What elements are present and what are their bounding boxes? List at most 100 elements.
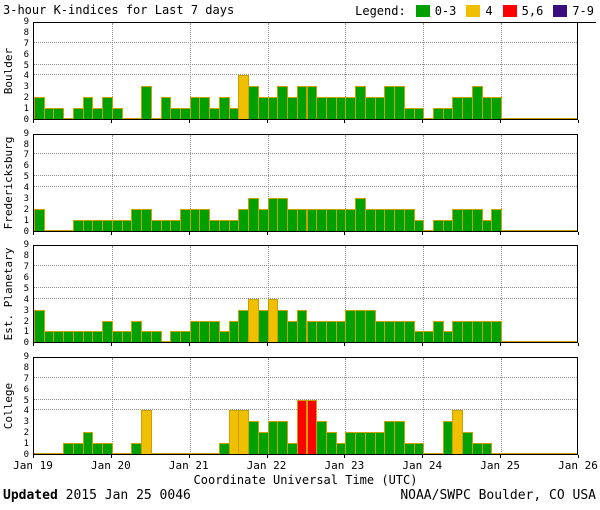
k-index-bar — [413, 443, 425, 454]
gridline-day — [267, 134, 269, 231]
panel-fredericksburg — [33, 133, 578, 232]
day-tick — [578, 455, 579, 458]
y-tick-label: 7 — [23, 262, 29, 273]
gridline-y5 — [34, 175, 577, 177]
y-tick-label: 6 — [23, 161, 29, 172]
y-tick-label: 4 — [23, 183, 29, 194]
x-tick-label: Jan 21 — [168, 459, 209, 472]
y-tick-label: 0 — [23, 115, 29, 125]
day-tick — [500, 120, 502, 123]
y-tick-label: 9 — [23, 352, 29, 362]
gridline-day — [423, 358, 425, 454]
gridline-y5 — [34, 398, 577, 400]
gridline-day — [501, 134, 503, 231]
gridline-y4 — [34, 74, 577, 76]
panel-est-planetary — [33, 245, 578, 344]
y-tick-label: 9 — [23, 240, 29, 251]
y-tick-label: 6 — [23, 272, 29, 283]
gridline-y7 — [34, 41, 577, 43]
day-tick — [188, 120, 190, 123]
gridline-day — [423, 246, 425, 343]
k-index-bar — [131, 320, 143, 343]
k-index-bar — [403, 208, 415, 231]
legend-item-0-3: 0-3 — [415, 4, 456, 18]
gridline-day — [423, 134, 425, 231]
y-tick-label: 3 — [23, 417, 29, 428]
day-tick — [110, 231, 112, 235]
y-tick-label: 5 — [23, 395, 29, 406]
y-tick-label: 5 — [23, 283, 29, 294]
legend-label: Legend: — [355, 4, 406, 18]
y-tick-label: 3 — [23, 82, 29, 93]
y-tick-label: 1 — [23, 215, 29, 226]
k-index-bar — [452, 410, 464, 454]
x-tick-label: Jan 22 — [246, 459, 287, 472]
gridline-day — [189, 23, 191, 119]
day-tick — [266, 120, 268, 123]
k-index-bar — [394, 86, 405, 119]
y-tick-label: 3 — [23, 305, 29, 316]
legend-swatch-7-9 — [553, 5, 568, 17]
k-index-bar — [209, 320, 220, 343]
gridline-day — [189, 358, 191, 454]
k-index-bar — [403, 320, 415, 343]
day-tick — [33, 455, 34, 458]
gridline-day — [501, 358, 503, 454]
y-tick-label: 0 — [23, 338, 29, 349]
day-tick — [422, 120, 424, 123]
updated-value: 2015 Jan 25 0046 — [57, 488, 191, 503]
day-tick — [344, 231, 346, 235]
k-index-bar — [53, 108, 65, 119]
k-index-bar — [150, 331, 162, 343]
legend-item-label: 7-9 — [572, 4, 594, 18]
gridline-day — [267, 246, 269, 343]
day-tick — [33, 231, 34, 235]
day-tick — [578, 231, 579, 235]
k-index-bar — [491, 97, 503, 119]
legend-swatch-5-6 — [502, 5, 517, 17]
y-tick-label: 6 — [23, 384, 29, 395]
gridline-y5 — [34, 63, 577, 65]
y-tick-label: 7 — [23, 150, 29, 161]
y-tick-label: 5 — [23, 172, 29, 183]
y-tick-label: 1 — [23, 439, 29, 450]
k-index-bar — [141, 410, 152, 454]
gridline-day — [189, 246, 191, 343]
day-tick — [344, 455, 346, 458]
day-tick — [266, 343, 268, 347]
k-index-bar — [199, 208, 211, 231]
legend-item-7-9: 7-9 — [553, 4, 594, 18]
x-axis-title: Coordinate Universal Time (UTC) — [193, 473, 418, 487]
legend-swatch-4 — [466, 5, 481, 17]
day-tick — [110, 120, 112, 123]
k-index-bar — [491, 208, 503, 231]
day-tick — [344, 343, 346, 347]
y-tick-label: 4 — [23, 71, 29, 82]
k-index-bar — [413, 219, 425, 231]
y-tick-label: 2 — [23, 93, 29, 104]
day-tick — [188, 455, 190, 458]
day-tick — [422, 455, 424, 458]
legend-item-label: 4 — [485, 4, 493, 18]
y-tick-label: 2 — [23, 316, 29, 327]
day-tick — [500, 231, 502, 235]
x-tick-label: Jan 26 — [558, 459, 598, 472]
k-index-bar — [160, 97, 172, 119]
station-label-college: College — [2, 382, 15, 430]
day-tick — [266, 231, 268, 235]
day-tick — [578, 120, 579, 123]
day-tick — [422, 231, 424, 235]
k-index-bar — [199, 97, 211, 119]
y-tick-label: 8 — [23, 139, 29, 150]
day-tick — [500, 455, 502, 458]
chart-title: 3-hour K-indices for Last 7 days — [3, 3, 235, 17]
y-tick-label: 8 — [23, 362, 29, 373]
k-index-bar — [462, 432, 473, 454]
day-tick — [110, 343, 112, 347]
legend-item-label: 5,6 — [521, 4, 544, 18]
station-label-est-planetary: Est. Planetary — [2, 247, 15, 341]
k-index-bar — [34, 208, 45, 231]
k-index-bar — [394, 421, 405, 454]
x-tick-label: Jan 20 — [90, 459, 131, 472]
station-label-fredericksburg: Fredericksburg — [2, 136, 15, 230]
